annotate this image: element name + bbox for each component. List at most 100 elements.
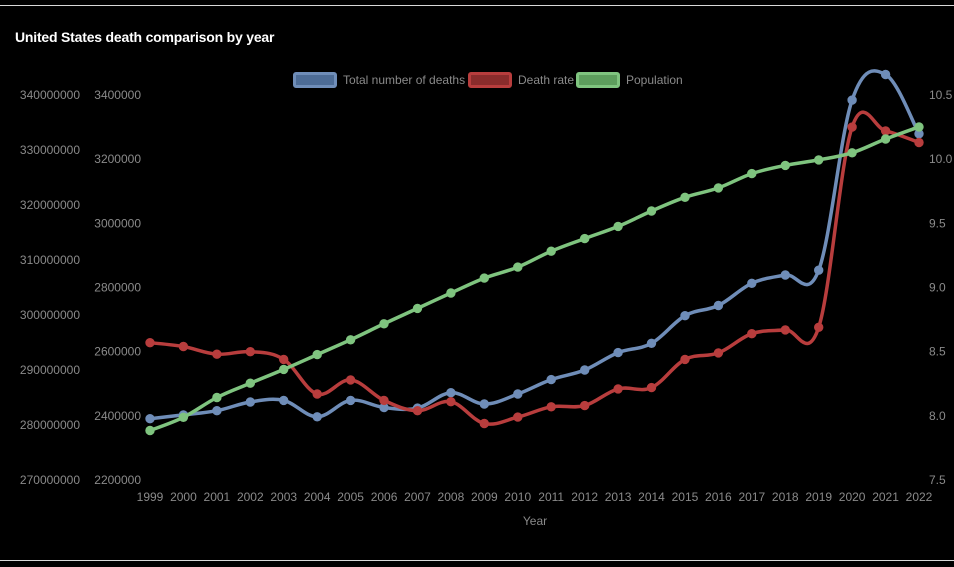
deaths-tick-label: 2400000 [94, 409, 141, 423]
population-tick-label: 310000000 [20, 253, 80, 267]
legend-swatch-total-deaths [293, 72, 337, 88]
year-tick-label: 2009 [471, 490, 498, 504]
data-point-death-rate[interactable] [880, 126, 891, 136]
data-point-population[interactable] [646, 206, 657, 216]
year-tick-label: 2001 [204, 490, 231, 504]
data-point-death-rate[interactable] [513, 412, 523, 422]
data-point-death-rate[interactable] [345, 375, 356, 385]
population-tick-label: 290000000 [20, 363, 80, 377]
data-point-total-deaths[interactable] [713, 300, 724, 311]
data-point-death-rate[interactable] [814, 322, 824, 332]
data-point-death-rate[interactable] [680, 354, 690, 365]
year-tick-label: 2012 [571, 490, 598, 504]
data-point-total-deaths[interactable] [747, 278, 757, 288]
data-point-total-deaths[interactable] [680, 311, 690, 321]
population-tick-label: 340000000 [20, 88, 80, 102]
data-point-death-rate[interactable] [145, 338, 155, 348]
data-point-total-deaths[interactable] [814, 265, 824, 275]
population-tick-label: 270000000 [20, 473, 80, 487]
data-point-death-rate[interactable] [245, 347, 256, 357]
data-point-total-deaths[interactable] [646, 338, 657, 348]
data-point-total-deaths[interactable] [513, 389, 523, 399]
data-point-total-deaths[interactable] [613, 347, 623, 358]
year-tick-label: 2011 [538, 490, 564, 504]
population-tick-label: 300000000 [20, 308, 80, 322]
rate-axis-ticks: 10.5 10.0 9.5 9.0 8.5 8.0 7.5 [929, 88, 953, 487]
data-point-total-deaths[interactable] [580, 365, 590, 375]
data-point-death-rate[interactable] [546, 402, 556, 412]
series-layer [145, 69, 924, 436]
data-point-total-deaths[interactable] [212, 406, 222, 416]
data-point-population[interactable] [914, 122, 924, 132]
data-point-death-rate[interactable] [747, 329, 757, 339]
data-point-death-rate[interactable] [613, 384, 623, 394]
deaths-tick-label: 2600000 [94, 345, 141, 359]
data-point-total-deaths[interactable] [312, 412, 322, 422]
data-point-total-deaths[interactable] [446, 388, 456, 398]
year-tick-label: 2003 [270, 490, 297, 504]
data-point-death-rate[interactable] [713, 348, 724, 358]
data-point-total-deaths[interactable] [780, 270, 790, 280]
rate-tick-label: 7.5 [929, 473, 946, 487]
data-point-population[interactable] [713, 183, 724, 193]
data-point-population[interactable] [212, 392, 222, 403]
data-point-total-deaths[interactable] [145, 414, 155, 424]
deaths-tick-label: 3200000 [94, 152, 141, 166]
data-point-population[interactable] [546, 246, 556, 256]
data-point-death-rate[interactable] [412, 406, 423, 416]
data-point-death-rate[interactable] [780, 325, 790, 335]
data-point-population[interactable] [747, 168, 757, 179]
data-point-population[interactable] [279, 364, 289, 375]
data-point-death-rate[interactable] [914, 137, 924, 148]
legend-item-total-deaths[interactable]: Total number of deaths [293, 72, 465, 88]
legend-item-death-rate[interactable]: Death rate [468, 72, 574, 88]
year-tick-label: 2018 [772, 490, 799, 504]
data-point-total-deaths[interactable] [546, 374, 556, 385]
data-point-death-rate[interactable] [279, 354, 289, 365]
data-point-population[interactable] [312, 349, 322, 360]
data-point-population[interactable] [780, 160, 790, 171]
data-point-population[interactable] [613, 221, 623, 232]
data-point-death-rate[interactable] [646, 382, 657, 393]
data-point-population[interactable] [379, 319, 389, 329]
data-point-population[interactable] [178, 412, 189, 422]
data-point-population[interactable] [814, 155, 824, 165]
data-point-population[interactable] [245, 378, 256, 388]
data-point-death-rate[interactable] [312, 389, 322, 399]
data-point-population[interactable] [345, 335, 356, 345]
data-point-death-rate[interactable] [446, 397, 456, 407]
data-point-population[interactable] [847, 148, 857, 158]
population-axis-ticks: 340000000 330000000 320000000 310000000 3000… [20, 88, 80, 487]
data-point-population[interactable] [513, 262, 523, 272]
legend-item-population[interactable]: Population [576, 72, 683, 88]
data-point-population[interactable] [446, 288, 456, 298]
data-point-population[interactable] [145, 425, 155, 436]
deaths-tick-label: 3400000 [94, 88, 141, 102]
data-point-population[interactable] [580, 233, 590, 244]
year-tick-label: 2005 [337, 490, 364, 504]
rate-tick-label: 9.0 [929, 281, 946, 295]
data-point-death-rate[interactable] [479, 418, 489, 429]
deaths-axis-ticks: 3400000 3200000 3000000 2800000 2600000 24000… [94, 88, 141, 487]
year-tick-label: 2002 [237, 490, 264, 504]
year-tick-label: 2008 [438, 490, 465, 504]
data-point-death-rate[interactable] [379, 395, 389, 406]
data-point-total-deaths[interactable] [345, 395, 356, 406]
data-point-population[interactable] [680, 192, 690, 203]
data-point-death-rate[interactable] [212, 349, 222, 359]
year-tick-label: 2013 [605, 490, 632, 504]
data-point-population[interactable] [479, 273, 489, 283]
data-point-total-deaths[interactable] [279, 395, 289, 406]
data-point-total-deaths[interactable] [847, 95, 857, 105]
data-point-death-rate[interactable] [178, 341, 189, 352]
year-tick-label: 2019 [805, 490, 832, 504]
population-tick-label: 280000000 [20, 418, 80, 432]
data-point-population[interactable] [412, 303, 423, 314]
data-point-population[interactable] [880, 134, 891, 144]
rate-tick-label: 8.5 [929, 345, 946, 359]
data-point-total-deaths[interactable] [479, 399, 489, 409]
data-point-death-rate[interactable] [580, 400, 590, 411]
data-point-death-rate[interactable] [847, 122, 857, 132]
data-point-total-deaths[interactable] [880, 69, 891, 80]
data-point-total-deaths[interactable] [245, 397, 256, 407]
